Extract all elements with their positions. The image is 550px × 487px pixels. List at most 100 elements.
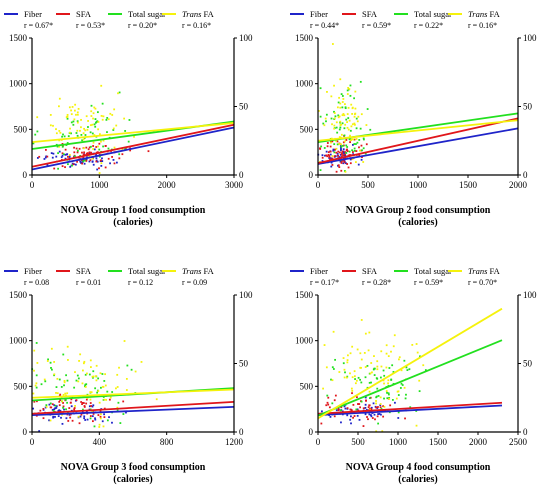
data-point <box>418 380 420 382</box>
data-point <box>340 409 342 411</box>
x-axis-title: NOVA Group 2 food consumption <box>346 205 491 216</box>
data-point <box>64 166 66 168</box>
x-tick-label: 500 <box>351 437 365 447</box>
data-point <box>358 164 360 166</box>
data-point <box>108 416 110 418</box>
data-point <box>111 422 113 424</box>
data-point <box>50 114 52 116</box>
data-point <box>90 399 92 401</box>
data-point <box>96 169 98 171</box>
data-point <box>92 148 94 150</box>
data-point <box>369 382 371 384</box>
scatter-points-sugar <box>33 92 131 170</box>
data-point <box>397 417 399 419</box>
data-point <box>33 370 35 372</box>
x-tick-label: 3000 <box>225 180 244 190</box>
data-point <box>334 155 336 157</box>
data-point <box>358 377 360 379</box>
data-point <box>347 354 349 356</box>
data-point <box>408 368 410 370</box>
data-point <box>61 136 63 138</box>
data-point <box>79 161 81 163</box>
data-point <box>355 409 357 411</box>
legend-label-fiber: Fiber <box>24 9 42 19</box>
data-point <box>51 369 53 371</box>
data-point <box>80 416 82 418</box>
data-point <box>63 409 65 411</box>
data-point <box>342 101 344 103</box>
data-point <box>75 164 77 166</box>
data-point <box>62 165 64 167</box>
data-point <box>69 132 71 134</box>
legend-r-value-sugar: r = 0.22* <box>414 21 443 30</box>
data-point <box>83 415 85 417</box>
data-point <box>335 152 337 154</box>
data-point <box>77 122 79 124</box>
data-point <box>349 141 351 143</box>
data-point <box>79 422 81 424</box>
data-point <box>376 366 378 368</box>
data-point <box>366 416 368 418</box>
data-point <box>79 130 81 132</box>
data-point <box>351 149 353 151</box>
data-point <box>374 374 376 376</box>
data-point <box>76 130 78 132</box>
data-point <box>347 113 349 115</box>
data-point <box>354 370 356 372</box>
y-right-tick-label: 50 <box>239 359 249 369</box>
data-point <box>62 354 64 356</box>
data-point <box>74 110 76 112</box>
data-point <box>401 383 403 385</box>
data-point <box>66 116 68 118</box>
data-point <box>326 91 328 93</box>
data-point <box>350 85 352 87</box>
data-point <box>327 402 329 404</box>
data-point <box>98 149 100 151</box>
data-point <box>119 92 121 94</box>
data-point <box>58 105 60 107</box>
data-point <box>350 125 352 127</box>
data-point <box>100 165 102 167</box>
data-point <box>326 114 328 116</box>
data-point <box>86 373 88 375</box>
data-point <box>368 404 370 406</box>
data-point <box>67 118 69 120</box>
data-point <box>380 403 382 405</box>
data-point <box>90 402 92 404</box>
data-point <box>322 388 324 390</box>
data-point <box>368 413 370 415</box>
data-point <box>69 128 71 130</box>
x-axis-subtitle: (calories) <box>113 217 152 228</box>
data-point <box>117 92 119 94</box>
x-tick-label: 500 <box>361 180 375 190</box>
data-point <box>351 346 353 348</box>
y-left-tick-label: 0 <box>309 170 314 180</box>
data-point <box>79 148 81 150</box>
data-point <box>349 151 351 153</box>
data-point <box>98 426 100 428</box>
data-point <box>376 377 378 379</box>
data-point <box>47 360 49 362</box>
data-point <box>357 403 359 405</box>
data-point <box>352 376 354 378</box>
data-point <box>106 391 108 393</box>
data-point <box>352 151 354 153</box>
data-point <box>350 130 352 132</box>
legend-r-value-fiber: r = 0.17* <box>310 278 339 287</box>
data-point <box>100 159 102 161</box>
data-point <box>369 397 371 399</box>
data-point <box>45 404 47 406</box>
panel-1: Fiberr = 0.67*SFAr = 0.53*Total sugarr =… <box>4 9 253 228</box>
data-point <box>60 417 62 419</box>
data-point <box>76 132 78 134</box>
data-point <box>368 332 370 334</box>
data-point <box>398 390 400 392</box>
data-point <box>332 366 334 368</box>
data-point <box>341 152 343 154</box>
data-point <box>54 416 56 418</box>
data-point <box>108 148 110 150</box>
data-point <box>345 171 347 173</box>
data-point <box>77 152 79 154</box>
data-point <box>365 404 367 406</box>
data-point <box>65 149 67 151</box>
